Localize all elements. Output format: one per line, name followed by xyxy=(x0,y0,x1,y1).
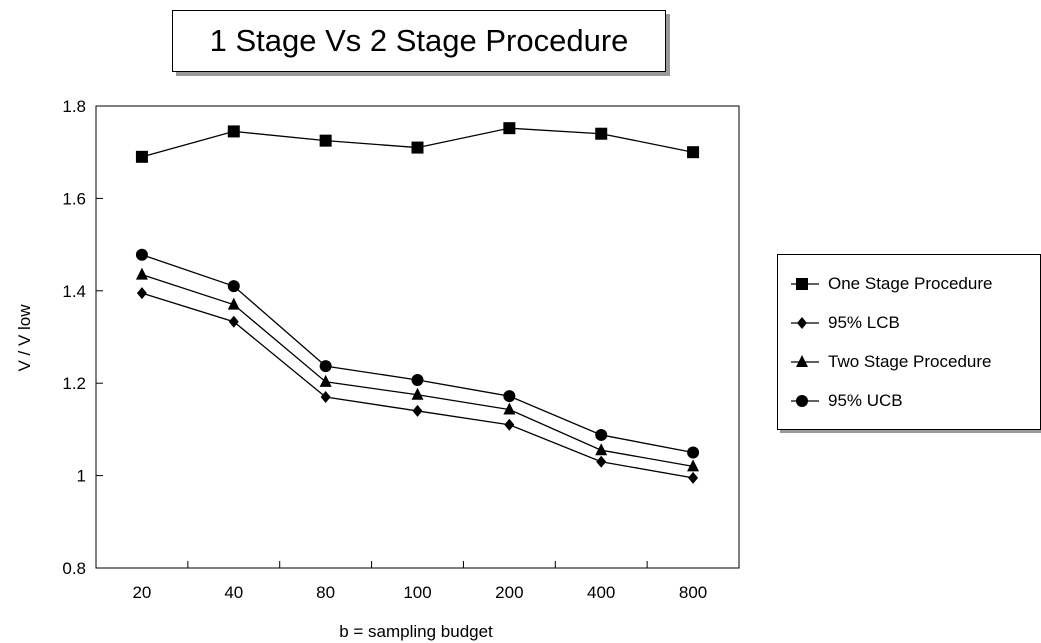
legend-swatch-marker xyxy=(796,278,808,290)
legend-label: One Stage Procedure xyxy=(828,274,993,293)
data-point-two-stage-procedure xyxy=(135,267,148,280)
legend: One Stage Procedure 95% LCB Two Stage Proc… xyxy=(777,254,1041,430)
y-tick-label: 1.2 xyxy=(62,374,86,393)
data-point-one-stage-procedure xyxy=(227,125,240,138)
data-point-one-stage-procedure xyxy=(503,122,516,135)
y-tick-label: 1.6 xyxy=(62,189,86,208)
legend-item-95-lcb: 95% LCB xyxy=(778,308,1040,338)
data-point-95-lcb xyxy=(136,287,147,300)
data-point-95-ucb xyxy=(595,428,608,441)
legend-item-two-stage-procedure: Two Stage Procedure xyxy=(778,347,1040,377)
x-tick-label: 20 xyxy=(132,583,151,602)
legend-swatch xyxy=(791,278,819,290)
data-point-95-lcb xyxy=(320,391,331,404)
chart-title: 1 Stage Vs 2 Stage Procedure xyxy=(209,23,629,58)
y-tick-label: 1.4 xyxy=(62,282,86,301)
data-point-one-stage-procedure xyxy=(687,146,700,159)
y-tick-label: 1 xyxy=(77,467,86,486)
x-tick-label: 100 xyxy=(403,583,431,602)
x-tick-label: 80 xyxy=(316,583,335,602)
series-line-95-ucb xyxy=(141,254,694,454)
data-point-95-lcb xyxy=(596,455,607,468)
data-point-95-ucb xyxy=(503,390,516,403)
legend-item-one-stage-procedure: One Stage Procedure xyxy=(778,269,1040,299)
data-point-95-ucb xyxy=(319,360,332,373)
legend-swatch xyxy=(791,355,819,367)
series-line-two-stage-procedure xyxy=(141,274,694,468)
x-tick-label: 40 xyxy=(224,583,243,602)
data-point-one-stage-procedure xyxy=(319,134,332,147)
data-point-two-stage-procedure xyxy=(319,374,332,387)
legend-swatch-marker xyxy=(796,355,808,367)
data-point-two-stage-procedure xyxy=(595,443,608,456)
data-point-one-stage-procedure xyxy=(411,141,424,154)
legend-item-95-ucb: 95% UCB xyxy=(778,386,1040,416)
legend-label: 95% UCB xyxy=(828,391,903,410)
data-point-95-ucb xyxy=(687,446,700,459)
x-axis-label: b = sampling budget xyxy=(339,622,493,641)
y-axis-label: V / V low xyxy=(15,304,34,372)
y-tick-label: 1.8 xyxy=(62,97,86,116)
data-point-two-stage-procedure xyxy=(227,297,240,310)
x-tick-label: 400 xyxy=(587,583,615,602)
data-point-two-stage-procedure xyxy=(687,459,700,472)
legend-label: Two Stage Procedure xyxy=(828,352,992,371)
legend-swatch xyxy=(791,317,819,329)
plot-frame xyxy=(95,105,740,569)
legend-swatch xyxy=(791,395,819,407)
data-point-two-stage-procedure xyxy=(503,402,516,415)
legend-swatch-marker xyxy=(796,395,808,407)
data-point-95-ucb xyxy=(411,373,424,386)
legend-swatch-marker xyxy=(797,317,807,329)
data-point-95-ucb xyxy=(227,280,240,293)
chart-title-box: 1 Stage Vs 2 Stage Procedure xyxy=(172,10,666,72)
data-point-one-stage-procedure xyxy=(595,127,608,140)
data-point-one-stage-procedure xyxy=(135,150,148,163)
data-point-95-lcb xyxy=(412,404,423,417)
legend-label: 95% LCB xyxy=(828,313,900,332)
data-point-95-lcb xyxy=(504,418,515,431)
x-tick-label: 200 xyxy=(495,583,523,602)
data-point-two-stage-procedure xyxy=(411,387,424,400)
data-point-95-ucb xyxy=(135,248,148,261)
y-tick-label: 0.8 xyxy=(62,559,86,578)
x-tick-label: 800 xyxy=(679,583,707,602)
data-point-95-lcb xyxy=(688,471,699,484)
data-point-95-lcb xyxy=(228,315,239,328)
